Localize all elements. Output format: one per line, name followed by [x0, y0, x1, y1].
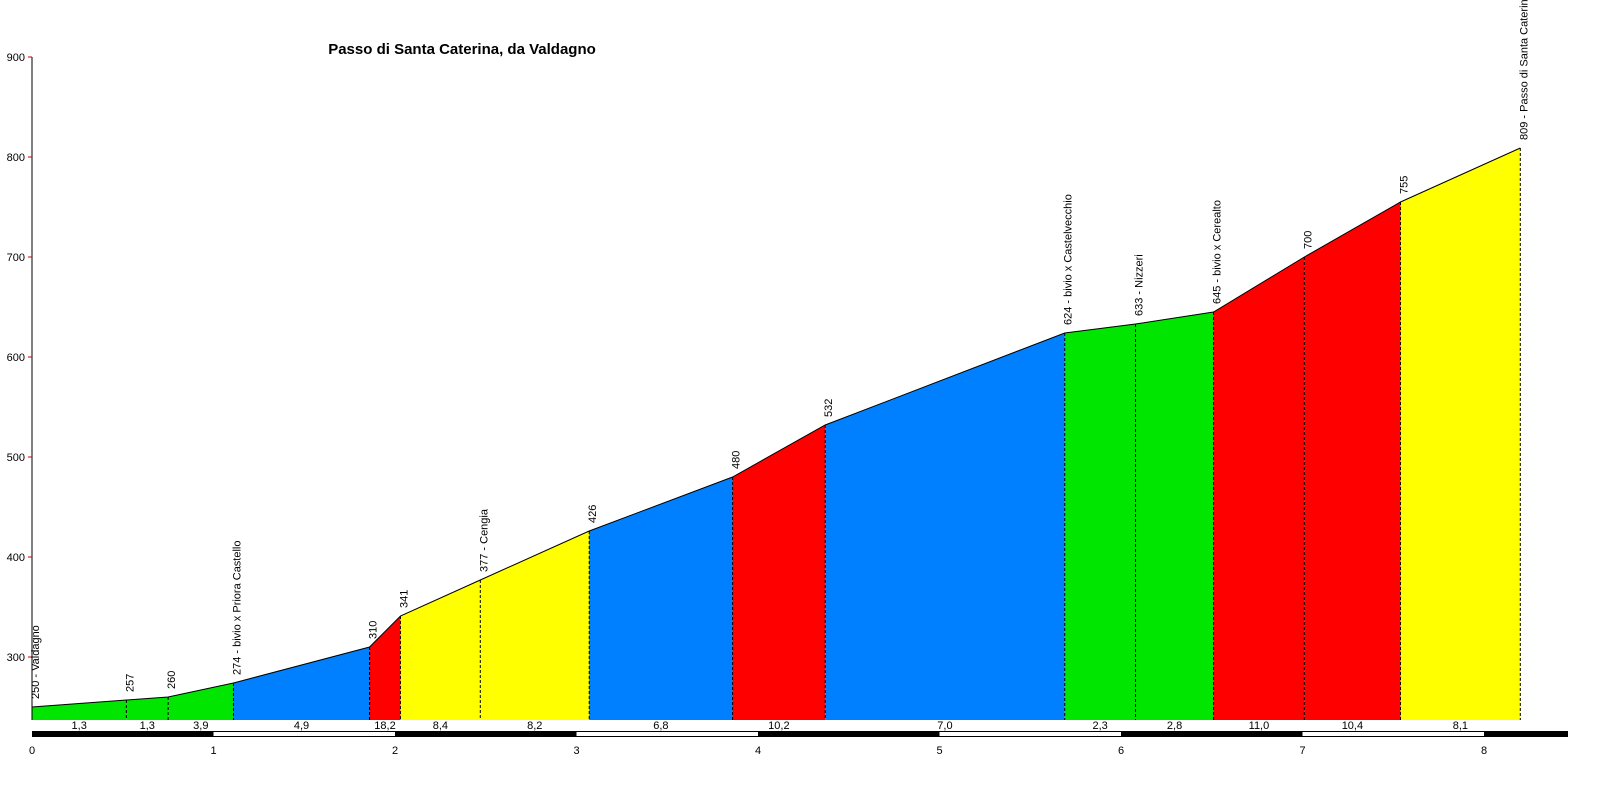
profile-fill — [32, 148, 1521, 720]
grade-label: 10,2 — [768, 720, 789, 732]
x-tick-label: 5 — [936, 745, 942, 757]
point-label: 260 — [166, 671, 178, 689]
point-label: 310 — [368, 621, 380, 639]
segment-fill — [1213, 257, 1305, 720]
chart-title: Passo di Santa Caterina, da Valdagno — [328, 41, 596, 58]
distance-bar-white — [1302, 732, 1484, 736]
y-tick-label: 600 — [7, 352, 25, 364]
point-label: 809 - Passo di Santa Caterina — [1518, 0, 1530, 140]
x-tick-label: 2 — [392, 745, 398, 757]
grade-label: 3,9 — [193, 720, 208, 732]
segment-fill — [589, 477, 733, 720]
segment-fill — [400, 580, 481, 720]
x-tick-label: 7 — [1299, 745, 1305, 757]
grade-label: 8,1 — [1453, 720, 1468, 732]
grade-label: 8,4 — [433, 720, 448, 732]
distance-bar-white — [576, 732, 758, 736]
grade-labels: 1,3 1,3 3,9 4,9 18,2 8,4 8,2 6,8 10,2 7,0 2,3 2,8 11… — [72, 720, 1469, 732]
point-label: 274 - bivio x Priora Castello — [231, 540, 243, 675]
segment-fill — [825, 333, 1065, 720]
grade-label: 1,3 — [140, 720, 155, 732]
distance-bar-white — [939, 732, 1121, 736]
point-label: 257 — [124, 674, 136, 692]
y-tick-label: 300 — [7, 652, 25, 664]
point-label: 426 — [587, 505, 599, 523]
segment-fill — [126, 697, 169, 720]
grade-label: 2,8 — [1167, 720, 1182, 732]
grade-label: 4,9 — [294, 720, 309, 732]
grade-label: 2,3 — [1092, 720, 1107, 732]
segment-fill — [168, 683, 234, 720]
segment-fill — [32, 700, 127, 720]
x-tick-label: 4 — [755, 745, 761, 757]
grade-label: 8,2 — [527, 720, 542, 732]
segment-fill — [1400, 148, 1521, 720]
segment-fill — [1304, 202, 1401, 720]
point-label: 480 — [731, 451, 743, 469]
grade-label: 6,8 — [653, 720, 668, 732]
x-tick-label: 6 — [1118, 745, 1124, 757]
x-tick-label: 8 — [1481, 745, 1487, 757]
x-tick-label: 3 — [573, 745, 579, 757]
grade-label: 11,0 — [1249, 720, 1270, 732]
point-label: 633 - Nizzeri — [1134, 254, 1146, 316]
segment-fill — [732, 425, 826, 720]
grade-label: 7,0 — [937, 720, 952, 732]
x-tick-label: 1 — [210, 745, 216, 757]
y-tick-label: 500 — [7, 452, 25, 464]
distance-bar-white — [213, 732, 395, 736]
y-tick-label: 900 — [7, 52, 25, 64]
y-tick-label: 400 — [7, 552, 25, 564]
point-label: 250 - Valdagno — [30, 625, 42, 699]
point-labels: 250 - Valdagno 257 260 274 - bivio x Priora… — [30, 0, 1530, 699]
segment-fill — [1064, 324, 1136, 720]
y-tick-label: 800 — [7, 152, 25, 164]
segment-fill — [369, 616, 401, 720]
point-label: 700 — [1302, 231, 1314, 249]
grade-label: 1,3 — [72, 720, 87, 732]
grade-label: 18,2 — [374, 720, 395, 732]
point-label: 341 — [398, 590, 410, 608]
point-label: 532 — [823, 399, 835, 417]
x-tick-label: 0 — [29, 745, 35, 757]
point-label: 755 — [1399, 176, 1411, 194]
segment-fill — [233, 647, 370, 720]
segment-fill — [480, 531, 590, 720]
point-label: 645 - bivio x Cerealto — [1212, 200, 1224, 304]
distance-bar — [32, 731, 1568, 737]
axes: 300 400 500 600 700 800 900 0 1 2 3 4 5 6 7 8 — [7, 52, 1568, 757]
grade-label: 10,4 — [1342, 720, 1363, 732]
profile-lines — [31, 147, 1521, 720]
segment-fill — [1135, 312, 1214, 720]
y-tick-label: 700 — [7, 252, 25, 264]
point-label: 377 - Cengia — [478, 508, 490, 572]
point-label: 624 - bivio x Castelvecchio — [1063, 194, 1075, 325]
profile-outline — [31, 147, 1521, 708]
